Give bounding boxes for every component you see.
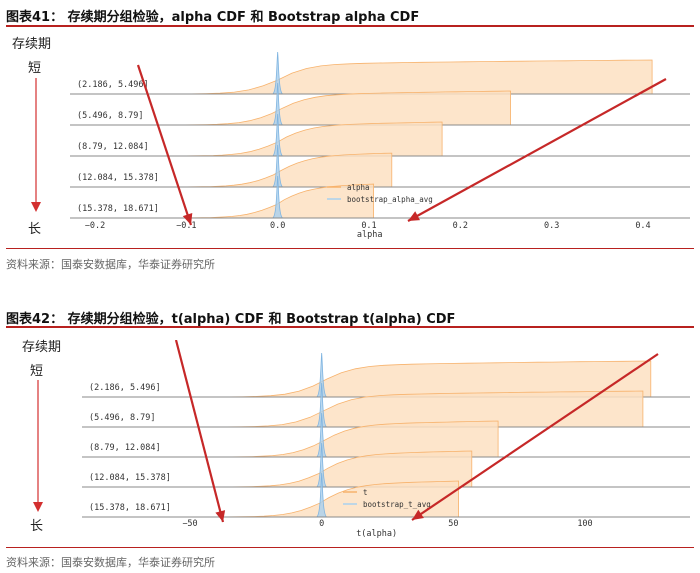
fig41-legend-label-bootstrap: bootstrap_alpha_avg <box>347 195 433 204</box>
figure-42-duration-label: 存续期 <box>22 340 62 355</box>
fig41-x-tick-label: 0.1 <box>361 221 376 231</box>
fig42-x-tick-label: 0 <box>319 519 324 529</box>
figure-41-title-rule <box>6 25 694 27</box>
fig42-group-label: (5.496, 8.79] <box>89 413 156 423</box>
fig42-group-label: (2.186, 5.496] <box>89 383 161 393</box>
fig41-x-tick-label: −0.1 <box>176 221 196 231</box>
fig42-bootstrap-spike <box>316 382 327 428</box>
fig41-x-tick-label: 0.4 <box>635 221 650 231</box>
figure-42-chart: (2.186, 5.496] (5.496, 8.79] (8.79, 12.084… <box>82 340 690 539</box>
figure-41-side-arrow <box>31 78 41 212</box>
fig42-legend-label-bootstrap: bootstrap_t_avg <box>363 500 431 509</box>
fig41-x-tick-label: 0.3 <box>544 221 559 231</box>
fig42-legend-label-cdf: t <box>363 488 368 497</box>
figure-42-side-arrow <box>33 380 43 512</box>
fig41-bootstrap-spike <box>272 144 283 188</box>
figure-41-title: 图表41： 存续期分组检验，alpha CDF 和 Bootstrap alph… <box>6 10 420 25</box>
fig42-bootstrap-spike <box>316 442 327 488</box>
fig41-bootstrap-spike <box>272 113 283 157</box>
fig41-legend-label-cdf: alpha <box>347 183 370 192</box>
fig42-group-label: (12.084, 15.378] <box>89 473 171 483</box>
fig42-annotation-arrow-head <box>215 510 226 522</box>
fig42-bootstrap-spike <box>316 352 327 398</box>
figure-41-chart: (2.186, 5.496] (5.496, 8.79] (8.79, 12.084… <box>70 51 690 240</box>
fig41-group-label: (8.79, 12.084] <box>77 142 149 152</box>
figure-42-title: 图表42： 存续期分组检验，t(alpha) CDF 和 Bootstrap t… <box>6 312 456 327</box>
fig42-bootstrap-spike <box>316 412 327 458</box>
fig42-group-label: (8.79, 12.084] <box>89 443 161 453</box>
fig41-annotation-arrow <box>136 64 193 226</box>
fig42-annotation-arrow <box>174 340 225 523</box>
fig41-annotation-arrow-head <box>408 211 420 221</box>
figure-41-source: 资料来源：国泰安数据库，华泰证券研究所 <box>6 258 215 271</box>
fig42-annotation-arrow-head <box>412 509 424 520</box>
fig42-annotation-arrow <box>411 353 659 521</box>
fig41-cdf-area <box>76 59 653 95</box>
fig42-group-label: (15.378, 18.671] <box>89 503 171 513</box>
fig41-x-tick-label: 0.2 <box>453 221 468 231</box>
fig41-group-label: (2.186, 5.496] <box>77 80 149 90</box>
figure-42-title-rule <box>6 326 694 328</box>
figure-41-long-label: 长 <box>28 222 42 237</box>
figure-42-source: 资料来源：国泰安数据库，华泰证券研究所 <box>6 556 215 569</box>
figure-42-long-label: 长 <box>30 519 44 534</box>
fig42-x-tick-label: 100 <box>577 519 592 529</box>
fig41-annotation-arrow-head <box>182 213 193 225</box>
figure-42-short-label: 短 <box>30 364 44 379</box>
fig41-group-label: (5.496, 8.79] <box>77 111 144 121</box>
figure-41-short-label: 短 <box>28 61 42 76</box>
fig41-bootstrap-spike <box>272 175 283 219</box>
figure-41-duration-label: 存续期 <box>12 37 52 52</box>
fig42-x-axis-label: t(alpha) <box>356 529 397 539</box>
fig41-annotation-arrow <box>407 78 667 222</box>
fig42-bootstrap-spike <box>316 472 327 518</box>
fig41-bootstrap-spike <box>272 82 283 126</box>
fig41-group-label: (15.378, 18.671] <box>77 204 159 214</box>
fig41-bootstrap-spike <box>272 51 283 95</box>
figure-42-source-rule <box>6 547 694 548</box>
fig42-x-tick-label: 50 <box>448 519 458 529</box>
fig41-x-axis-label: alpha <box>357 230 383 240</box>
fig41-group-label: (12.084, 15.378] <box>77 173 159 183</box>
fig42-x-tick-label: −50 <box>182 519 197 529</box>
fig41-x-tick-label: 0.0 <box>270 221 285 231</box>
fig41-x-tick-label: −0.2 <box>85 221 105 231</box>
figure-41-source-rule <box>6 248 694 249</box>
